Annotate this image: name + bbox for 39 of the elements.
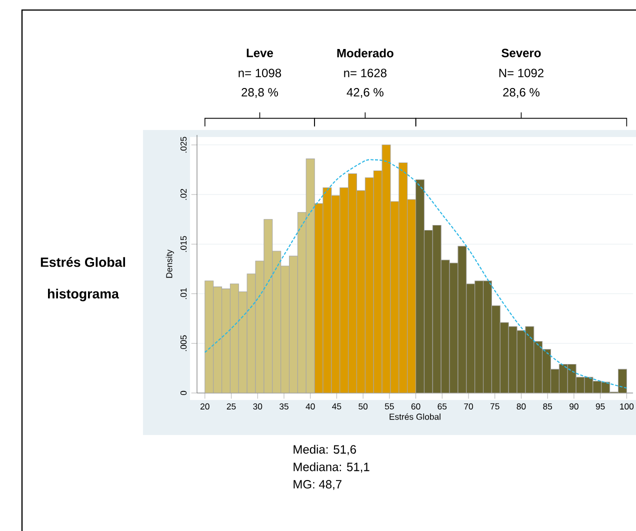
- y-tick-label: .025: [180, 136, 187, 153]
- text: MG: 48,7: [294, 480, 342, 490]
- x-tick-label: 90: [570, 403, 578, 410]
- text: 42,6 %: [346, 88, 384, 98]
- x-tick-label: 60: [411, 403, 420, 410]
- y-tick-label: 0: [180, 390, 187, 396]
- text: Mediana: 51,1: [294, 462, 370, 473]
- y-tick-label: .01: [180, 288, 187, 299]
- text: 28,8 %: [242, 88, 278, 98]
- x-tick-label: 95: [596, 403, 605, 410]
- text: Moderado: [337, 48, 394, 58]
- text: n= 1098: [238, 68, 282, 78]
- x-tick-label: 85: [543, 403, 552, 410]
- text: 28,6 %: [503, 88, 540, 98]
- x-tick-label: 45: [332, 403, 342, 410]
- x-tick-label: 80: [516, 403, 526, 410]
- text: N= 1092: [499, 68, 544, 78]
- text: n= 1628: [344, 68, 386, 78]
- x-tick-label: 50: [358, 403, 368, 410]
- y-tick-label: .015: [180, 236, 187, 252]
- x-axis-title: Estrés Global: [390, 413, 440, 420]
- x-tick-label: 55: [384, 403, 394, 410]
- y-tick-label: .005: [180, 335, 187, 352]
- text: Severo: [502, 48, 541, 58]
- x-tick-label: 25: [226, 403, 236, 410]
- x-tick-label: 40: [306, 403, 315, 410]
- x-tick-label: 75: [490, 403, 500, 410]
- y-tick-label: .02: [180, 188, 187, 200]
- text: Leve: [246, 48, 274, 58]
- x-tick-label: 65: [438, 403, 447, 410]
- x-tick-label: 35: [280, 403, 288, 410]
- text: histograma: [48, 288, 120, 302]
- text: Estrés Global: [40, 257, 126, 267]
- x-tick-label: 30: [253, 403, 262, 410]
- x-tick-label: 100: [620, 403, 634, 410]
- x-tick-label: 20: [200, 403, 210, 410]
- y-axis-title: Density: [166, 250, 174, 278]
- x-tick-label: 70: [464, 403, 473, 410]
- text: Media: 51,6: [294, 444, 356, 456]
